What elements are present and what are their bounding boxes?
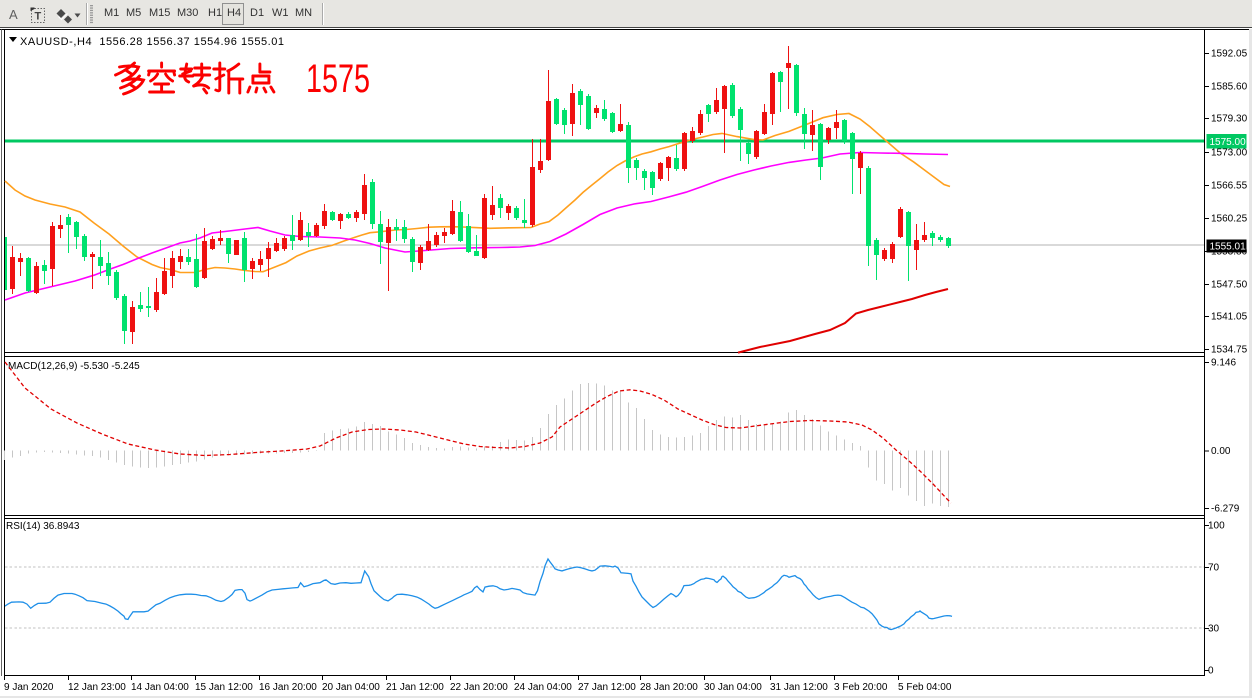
svg-text:28 Jan 20:00: 28 Jan 20:00 xyxy=(640,682,698,693)
svg-text:27 Jan 12:00: 27 Jan 12:00 xyxy=(578,682,636,693)
svg-text:100: 100 xyxy=(1208,521,1225,532)
svg-text:0: 0 xyxy=(1208,666,1214,677)
svg-text:3 Feb 20:00: 3 Feb 20:00 xyxy=(834,682,888,693)
svg-text:14 Jan 04:00: 14 Jan 04:00 xyxy=(131,682,189,693)
svg-text:70: 70 xyxy=(1208,563,1220,574)
svg-text:5 Feb 04:00: 5 Feb 04:00 xyxy=(898,682,952,693)
svg-text:9 Jan 2020: 9 Jan 2020 xyxy=(4,682,54,693)
svg-text:21 Jan 12:00: 21 Jan 12:00 xyxy=(386,682,444,693)
svg-text:RSI(14) 36.8943: RSI(14) 36.8943 xyxy=(6,521,80,532)
svg-text:15 Jan 12:00: 15 Jan 12:00 xyxy=(195,682,253,693)
svg-text:30: 30 xyxy=(1208,624,1220,635)
svg-text:0.00: 0.00 xyxy=(1211,446,1231,457)
svg-text:1534.75: 1534.75 xyxy=(1211,345,1248,356)
svg-text:22 Jan 20:00: 22 Jan 20:00 xyxy=(450,682,508,693)
svg-text:XAUUSD-,H4 1556.28 1556.37 15: XAUUSD-,H4 1556.28 1556.37 1554.96 1555.… xyxy=(20,36,285,48)
svg-text:1585.60: 1585.60 xyxy=(1211,82,1248,93)
svg-text:1566.55: 1566.55 xyxy=(1211,181,1248,192)
svg-text:T: T xyxy=(35,11,42,23)
svg-text:1575: 1575 xyxy=(306,57,370,101)
svg-text:12 Jan 23:00: 12 Jan 23:00 xyxy=(68,682,126,693)
svg-text:9.146: 9.146 xyxy=(1211,358,1236,369)
svg-text:31 Jan 12:00: 31 Jan 12:00 xyxy=(770,682,828,693)
svg-text:1592.05: 1592.05 xyxy=(1211,49,1248,60)
svg-text:MACD(12,26,9) -5.530 -5.245: MACD(12,26,9) -5.530 -5.245 xyxy=(8,361,140,372)
svg-text:20 Jan 04:00: 20 Jan 04:00 xyxy=(322,682,380,693)
svg-text:1575.00: 1575.00 xyxy=(1210,137,1247,148)
svg-text:-6.279: -6.279 xyxy=(1211,504,1240,515)
svg-text:1541.05: 1541.05 xyxy=(1211,312,1248,323)
svg-text:1579.30: 1579.30 xyxy=(1211,114,1248,125)
svg-text:16 Jan 20:00: 16 Jan 20:00 xyxy=(259,682,317,693)
svg-text:1560.25: 1560.25 xyxy=(1211,214,1248,225)
svg-text:1555.01: 1555.01 xyxy=(1210,242,1247,253)
svg-text:1573.00: 1573.00 xyxy=(1211,148,1248,159)
svg-text:1547.50: 1547.50 xyxy=(1211,280,1248,291)
svg-text:24 Jan 04:00: 24 Jan 04:00 xyxy=(514,682,572,693)
svg-text:30 Jan 04:00: 30 Jan 04:00 xyxy=(704,682,762,693)
